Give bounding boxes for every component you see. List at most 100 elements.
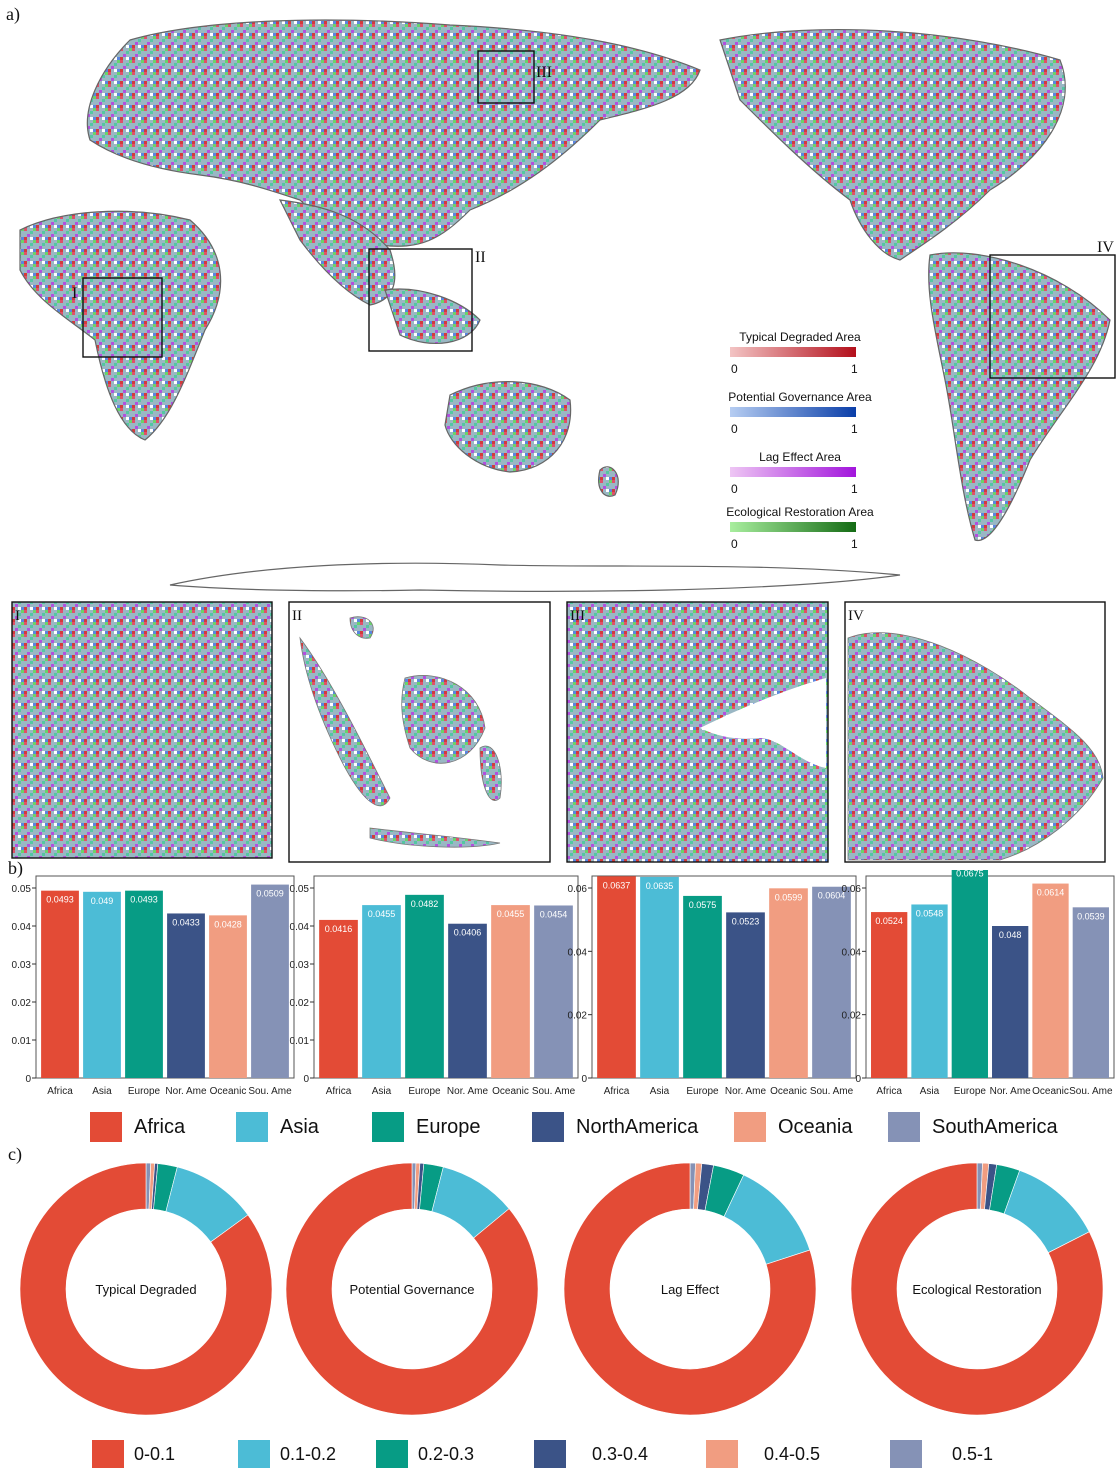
legend-swatch bbox=[534, 1440, 566, 1468]
legend-label: Asia bbox=[280, 1115, 319, 1138]
bar-value-label: 0.0428 bbox=[214, 919, 242, 929]
bar-asia bbox=[911, 904, 948, 1078]
inset-label-I: I bbox=[15, 608, 20, 624]
legend-title: Lag Effect Area bbox=[759, 450, 841, 464]
bar-europe bbox=[125, 890, 163, 1078]
legend-label: SouthAmerica bbox=[932, 1115, 1058, 1138]
legend-swatch bbox=[236, 1112, 268, 1142]
legend-gradient bbox=[730, 347, 856, 357]
bar-value-label: 0.0455 bbox=[497, 909, 525, 919]
bar-nor-ame bbox=[167, 913, 205, 1078]
bar-oceanic bbox=[209, 915, 247, 1078]
donut-center-label: Potential Governance bbox=[349, 1282, 474, 1297]
map-box-II bbox=[368, 248, 473, 352]
north-america-land bbox=[719, 29, 1066, 261]
bar-africa bbox=[319, 919, 358, 1078]
map-box-label-I: I bbox=[72, 285, 77, 302]
legend-swatch bbox=[890, 1440, 922, 1468]
plot-frame bbox=[865, 875, 1115, 1079]
legend-item-europe: Europe bbox=[372, 1112, 481, 1142]
bar-chart-4: 0 0.02 0.04 0.06 0.0524 Africa 0.0548 Asia 0.067… bbox=[842, 870, 1115, 1097]
bar-value-label: 0.0635 bbox=[646, 881, 674, 891]
australia-land bbox=[444, 381, 572, 473]
y-tick-label: 0 bbox=[25, 1074, 31, 1085]
legend-label: 0.4-0.5 bbox=[764, 1443, 821, 1464]
bar-asia bbox=[640, 876, 679, 1078]
x-tick-label: Sou. Ame bbox=[532, 1086, 576, 1097]
bar-europe bbox=[951, 870, 988, 1078]
legend-swatch bbox=[92, 1440, 124, 1468]
donut-center-label: Lag Effect bbox=[661, 1282, 720, 1297]
world-map: I II III IV bbox=[19, 19, 1116, 592]
bar-value-label: 0.0416 bbox=[325, 924, 353, 934]
x-tick-label: Sou. Ame bbox=[248, 1086, 292, 1097]
inset-maps: I II III IV bbox=[11, 601, 1106, 863]
legend-min: 0 bbox=[731, 537, 738, 551]
x-tick-label: Nor. Ame bbox=[725, 1086, 767, 1097]
x-tick-label: Africa bbox=[326, 1086, 352, 1097]
y-tick-label: 0.04 bbox=[568, 947, 588, 958]
legend-lag-effect: Lag Effect Area 0 1 bbox=[700, 450, 900, 505]
legend-title: Potential Governance Area bbox=[728, 390, 872, 404]
plot-frame bbox=[313, 875, 579, 1079]
bar-value-label: 0.0675 bbox=[956, 870, 984, 878]
bar-oceanic bbox=[1032, 883, 1069, 1078]
map-box-I bbox=[82, 277, 163, 358]
slice-0-0.1 bbox=[19, 1162, 273, 1416]
legend-min: 0 bbox=[731, 482, 738, 496]
inset-III-sea bbox=[700, 678, 826, 768]
south-asia-land bbox=[278, 199, 396, 306]
legend-label: Oceania bbox=[778, 1115, 853, 1138]
legend-item-range-5: 0.5-1 bbox=[890, 1440, 993, 1468]
bar-charts: 0 0.01 0.02 0.03 0.04 0.05 0.0493 Africa 0.049 As… bbox=[12, 870, 1115, 1097]
bar-value-label: 0.0523 bbox=[732, 916, 760, 926]
bar-value-label: 0.0482 bbox=[411, 899, 439, 909]
legend-item-north-america: NorthAmerica bbox=[532, 1112, 698, 1142]
x-tick-label: Asia bbox=[920, 1086, 940, 1097]
map-box-label-II: II bbox=[475, 249, 486, 266]
bar-value-label: 0.049 bbox=[91, 896, 114, 906]
legend-item-range-3: 0.3-0.4 bbox=[534, 1440, 648, 1468]
donut-chart-2: Potential Governance bbox=[285, 1162, 539, 1416]
bar-africa bbox=[871, 912, 908, 1078]
new-zealand-land bbox=[598, 466, 619, 497]
bar-sou-ame bbox=[812, 886, 851, 1078]
bar-value-label: 0.0493 bbox=[46, 895, 74, 905]
legend-item-range-2: 0.2-0.3 bbox=[376, 1440, 474, 1468]
bar-oceanic bbox=[769, 888, 808, 1078]
legend-item-range-4: 0.4-0.5 bbox=[706, 1440, 820, 1468]
bar-value-label: 0.0433 bbox=[172, 917, 200, 927]
bar-value-label: 0.0406 bbox=[454, 928, 482, 938]
x-tick-label: Asia bbox=[650, 1086, 670, 1097]
bar-sou-ame bbox=[1072, 907, 1109, 1078]
indonesia-land bbox=[384, 288, 481, 345]
x-tick-label: Asia bbox=[372, 1086, 392, 1097]
slice-0-0.1 bbox=[850, 1162, 1104, 1416]
map-legends: Typical Degraded Area 0 1 Potential Gove… bbox=[700, 330, 900, 565]
y-tick-label: 0 bbox=[581, 1074, 587, 1085]
bar-africa bbox=[597, 876, 636, 1078]
bar-asia bbox=[83, 891, 121, 1078]
legend-gradient bbox=[730, 522, 856, 532]
plot-frame bbox=[35, 875, 295, 1079]
x-tick-label: Oceanic bbox=[1032, 1086, 1069, 1097]
legend-item-range-0: 0-0.1 bbox=[92, 1440, 175, 1468]
inset-label-III: III bbox=[570, 608, 585, 624]
bar-sou-ame bbox=[251, 884, 289, 1078]
bar-value-label: 0.0509 bbox=[256, 889, 284, 899]
y-tick-label: 0.03 bbox=[12, 960, 32, 971]
legend-swatch bbox=[734, 1112, 766, 1142]
y-tick-label: 0.05 bbox=[12, 884, 32, 895]
x-tick-label: Europe bbox=[128, 1086, 161, 1097]
legend-typical-degraded: Typical Degraded Area 0 1 bbox=[700, 330, 900, 390]
donut-center-label: Typical Degraded bbox=[95, 1282, 196, 1297]
legend-title: Typical Degraded Area bbox=[739, 330, 861, 344]
x-tick-label: Oceanic bbox=[770, 1086, 807, 1097]
inset-IV-land bbox=[847, 632, 1104, 861]
bar-nor-ame bbox=[448, 923, 487, 1078]
bar-sou-ame bbox=[534, 905, 573, 1078]
bar-asia bbox=[362, 905, 401, 1078]
bar-chart-3: 0 0.02 0.04 0.06 0.0637 Africa 0.0635 Asia 0.057… bbox=[568, 875, 857, 1097]
y-tick-label: 0.04 bbox=[842, 947, 862, 958]
legend-ecological-restoration: Ecological Restoration Area 0 1 bbox=[700, 505, 900, 565]
